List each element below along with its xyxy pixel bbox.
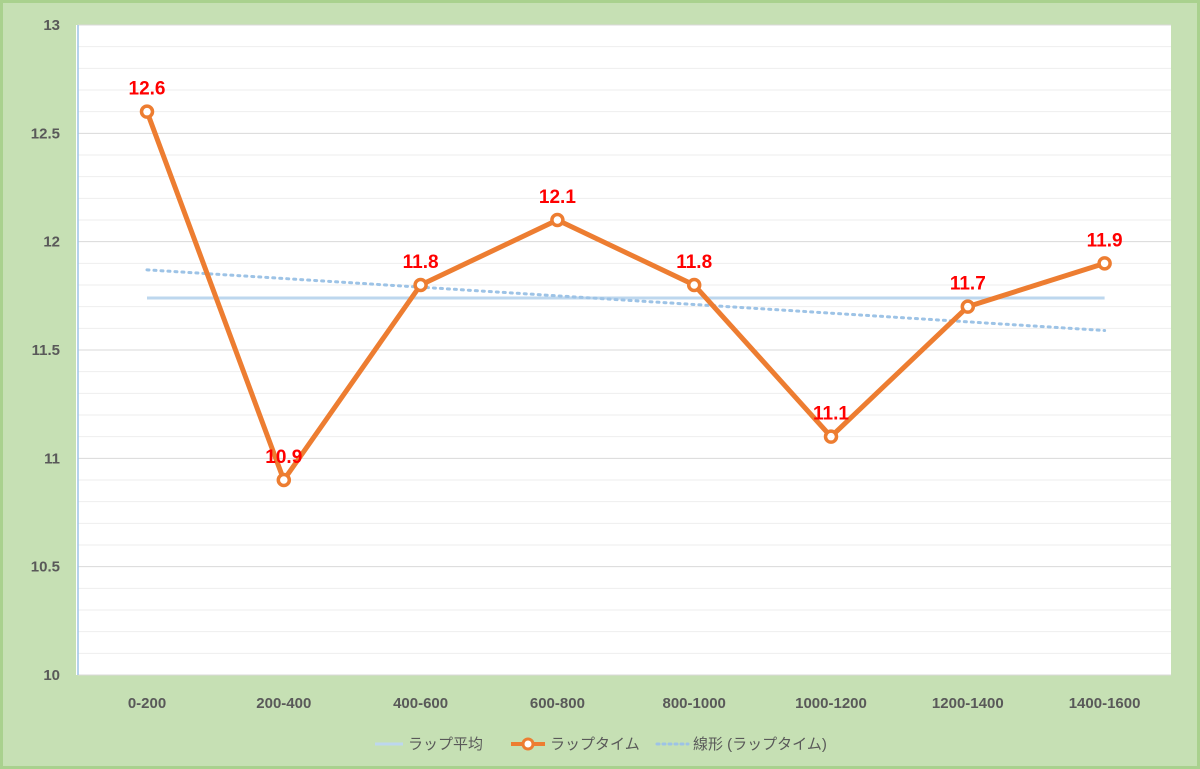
- legend-label-average: ラップ平均: [408, 736, 483, 753]
- gridlines: [78, 24, 1171, 676]
- laptime-point: [1097, 256, 1112, 271]
- laptime-point: [139, 104, 155, 119]
- y-tick-label: 12: [43, 234, 60, 251]
- data-label: 11.9: [1087, 230, 1123, 251]
- x-tick-label: 400-600: [393, 695, 448, 712]
- legend-marker-laptime: [521, 737, 535, 751]
- laptime-point: [960, 299, 976, 314]
- x-tick-label: 1400-1600: [1069, 695, 1141, 712]
- y-tick-label: 11: [44, 450, 60, 467]
- data-label: 12.1: [539, 187, 576, 208]
- y-tick-label: 13: [43, 17, 60, 34]
- legend: ラップ平均 ラップタイム 線形 (ラップタイム): [375, 736, 827, 753]
- x-tick-label: 800-1000: [662, 695, 725, 712]
- data-label: 11.1: [813, 404, 849, 425]
- x-tick-label: 600-800: [530, 695, 585, 712]
- series-line-laptime: [144, 110, 1106, 483]
- data-labels: 12.6 10.9 11.8 12.1 11.8 11.1 11.7 11.9: [129, 79, 1123, 468]
- data-label: 12.6: [129, 79, 166, 100]
- y-tick-label: 11.5: [32, 342, 60, 359]
- legend-label-trend: 線形 (ラップタイム): [693, 736, 827, 753]
- data-label: 11.7: [950, 274, 986, 295]
- y-tick-label: 10: [43, 667, 60, 684]
- y-tick-label: 10.5: [31, 559, 60, 576]
- laptime-point: [413, 277, 428, 293]
- x-tick-label: 200-400: [256, 695, 311, 712]
- x-tick-label: 1200-1400: [932, 695, 1004, 712]
- y-tick-label: 12.5: [31, 125, 60, 142]
- laptime-point: [823, 429, 839, 444]
- y-tick-labels: 10 10.5 11 11.5 12 12.5 13: [31, 17, 60, 684]
- x-tick-label: 0-200: [128, 695, 166, 712]
- laptime-point: [276, 472, 292, 488]
- data-label: 10.9: [265, 447, 302, 468]
- x-tick-label: 1000-1200: [795, 695, 867, 712]
- laptime-point: [686, 277, 702, 293]
- series-group: [139, 104, 1112, 488]
- laptime-point: [550, 212, 565, 228]
- legend-label-laptime: ラップタイム: [550, 736, 640, 753]
- data-label: 11.8: [403, 252, 439, 273]
- data-label: 11.8: [676, 252, 712, 273]
- x-tick-labels: 0-200 200-400 400-600 600-800 800-1000 1000-1…: [128, 695, 1141, 712]
- series-line-trend: [145, 268, 1107, 332]
